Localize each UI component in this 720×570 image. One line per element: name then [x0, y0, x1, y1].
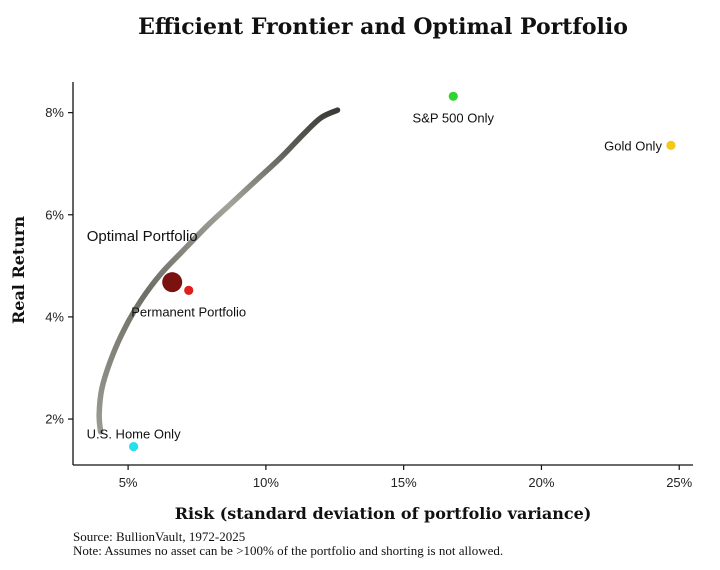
y-axis-ticks: 2% 4% 6% 8%	[45, 105, 73, 427]
data-point	[666, 140, 676, 150]
point-label: Gold Only	[604, 138, 662, 153]
y-tick-label: 2%	[45, 412, 64, 427]
x-tick-label: 20%	[528, 475, 554, 490]
source-note: Source: BullionVault, 1972-2025	[73, 529, 245, 544]
data-point	[184, 285, 194, 295]
x-axis-ticks: 5% 10% 15% 20% 25%	[119, 465, 693, 490]
efficient-frontier	[96, 107, 341, 435]
point-labels: S&P 500 Only Gold Only Permanent Portfolio…	[87, 110, 663, 441]
point-label: S&P 500 Only	[413, 110, 495, 125]
optimal-portfolio-label: Optimal Portfolio	[87, 228, 198, 245]
y-axis-title: Real Return	[9, 216, 28, 324]
x-tick-label: 15%	[391, 475, 417, 490]
x-tick-label: 25%	[666, 475, 692, 490]
data-point	[448, 91, 458, 101]
x-tick-label: 5%	[119, 475, 138, 490]
y-tick-label: 6%	[45, 207, 64, 222]
chart-title: Efficient Frontier and Optimal Portfolio	[138, 14, 628, 40]
x-tick-label: 10%	[253, 475, 279, 490]
point-label: U.S. Home Only	[87, 427, 181, 442]
point-label: Permanent Portfolio	[131, 304, 246, 319]
y-tick-label: 4%	[45, 309, 64, 324]
data-point	[129, 442, 139, 452]
data-points	[129, 91, 676, 452]
optimal-portfolio-marker	[162, 272, 183, 293]
y-tick-label: 8%	[45, 105, 64, 120]
x-axis-title: Risk (standard deviation of portfolio va…	[175, 504, 592, 523]
frontier-line	[96, 107, 341, 435]
assumption-note: Note: Assumes no asset can be >100% of t…	[73, 543, 503, 558]
